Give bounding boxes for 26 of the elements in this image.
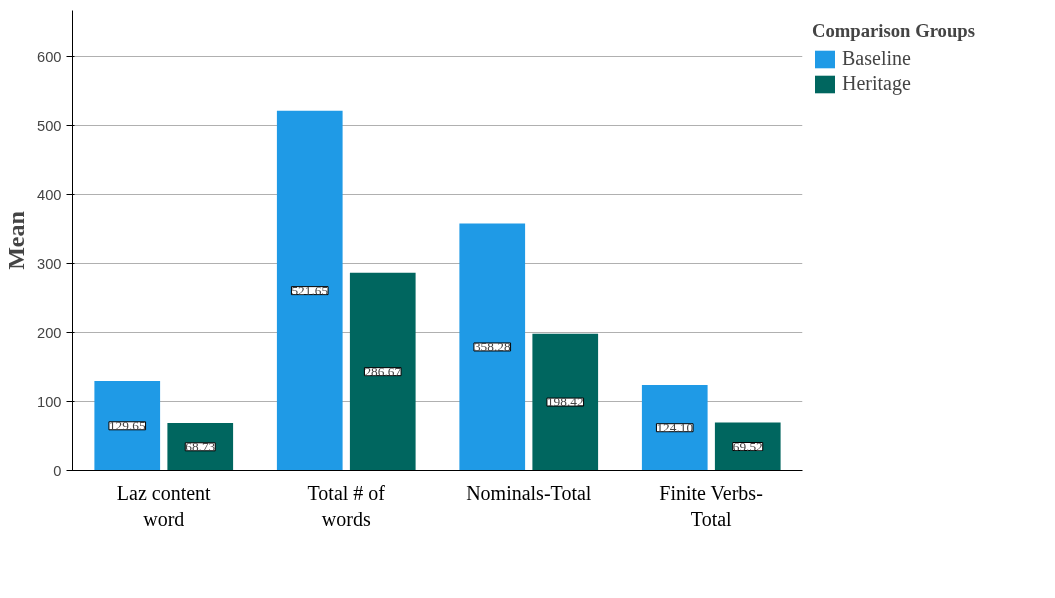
x-tick-label: Total # of words [307,481,386,530]
x-tick-label: Nominals-Total [466,481,592,504]
bar [276,110,343,471]
data-label: 69.52 [732,438,763,454]
legend-label: Baseline [842,47,911,70]
y-tick-label: 400 [37,186,62,203]
bar [459,223,526,471]
data-label: 129.65 [108,417,146,433]
y-tick-label: 500 [37,117,62,134]
x-tick-label: Finite Verbs-Total [659,481,763,530]
y-tick-label: 0 [53,462,62,479]
legend-title: Comparison Groups [812,20,975,42]
data-label: 68.73 [185,438,216,454]
y-tick-label: 600 [37,48,62,65]
y-tick-label: 100 [37,393,62,410]
bar [167,423,234,471]
y-axis-title: Mean [3,211,30,270]
legend-label: Heritage [842,72,911,95]
bar [641,384,708,471]
bar [532,333,599,471]
bar [94,381,161,471]
bar [349,272,416,471]
x-tick-label: Laz content word [116,481,212,530]
bar [714,422,781,471]
y-tick-label: 300 [37,255,62,272]
y-tick-label: 200 [37,324,62,341]
